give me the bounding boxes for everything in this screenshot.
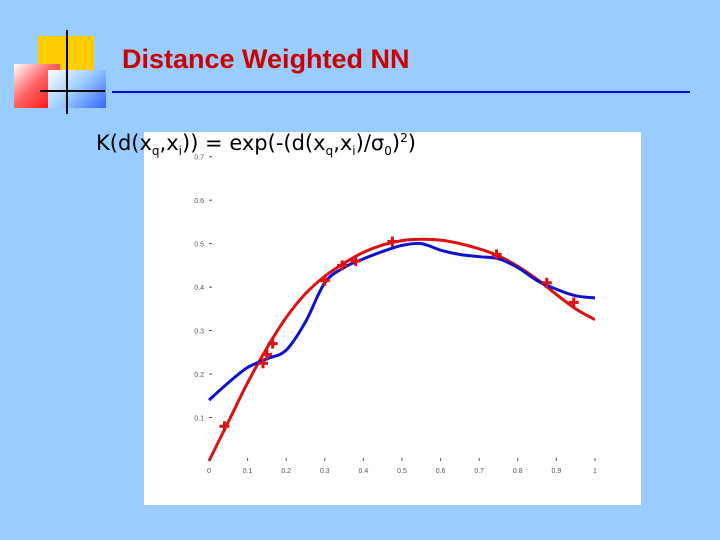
formula-part: ,x xyxy=(333,131,353,155)
decor-vertical-line xyxy=(66,30,68,114)
formula-sub: 0 xyxy=(384,144,392,159)
x-tick-label: 0.4 xyxy=(359,468,369,475)
data-point xyxy=(219,421,230,432)
title-underline xyxy=(112,91,690,93)
decor-horizontal-line xyxy=(40,90,105,92)
formula-part: K(d(x xyxy=(96,131,152,155)
data-point xyxy=(491,249,502,260)
x-tick-label: 0.3 xyxy=(320,468,330,475)
formula-sub: i xyxy=(352,144,356,159)
chart-panel: 0 0.1 0.2 0.3 0.4 0.5 0.6 0.7 0.8 0.9 1 0.1 0.2 0.3 0.… xyxy=(144,132,641,505)
data-point xyxy=(319,275,330,286)
x-tick-label: 0.7 xyxy=(474,468,484,475)
x-tick-label: 0.1 xyxy=(243,468,253,475)
y-tick-label: 0.6 xyxy=(194,198,204,205)
series-line-1 xyxy=(207,241,595,402)
y-tick-label: 0.1 xyxy=(194,416,204,423)
kernel-formula: K(d(xq,xi)) = exp(-(d(xq,xi)/σ0)2) xyxy=(96,131,416,158)
x-tick-label: 0.5 xyxy=(397,468,407,475)
x-tick-label: 0 xyxy=(207,468,211,475)
y-tick-label: 0.4 xyxy=(194,285,204,292)
x-tick-label: 0.9 xyxy=(552,468,562,475)
y-tick-label: 0.5 xyxy=(194,242,204,249)
data-point xyxy=(541,277,552,288)
formula-sub: q xyxy=(151,144,160,159)
formula-part: ) xyxy=(391,131,401,155)
x-tick-label: 0.8 xyxy=(513,468,523,475)
y-tick-label: 0.2 xyxy=(194,372,204,379)
chart-svg: 0 0.1 0.2 0.3 0.4 0.5 0.6 0.7 0.8 0.9 1 0.1 0.2 0.3 0.… xyxy=(194,155,597,475)
y-tick-label: 0.7 xyxy=(194,155,204,162)
formula-sub: i xyxy=(178,144,182,159)
data-point xyxy=(267,338,278,349)
data-point xyxy=(568,297,579,308)
x-tick-label: 1 xyxy=(593,468,597,475)
data-point xyxy=(350,256,361,267)
formula-part: )/σ xyxy=(355,131,385,155)
formula-sup: 2 xyxy=(400,131,408,145)
data-point xyxy=(387,236,398,247)
formula-part: )) = exp(-(d(x xyxy=(182,131,326,155)
data-point xyxy=(337,260,348,271)
data-point xyxy=(261,349,272,360)
x-tick-label: 0.2 xyxy=(281,468,291,475)
formula-part: ,x xyxy=(159,131,179,155)
formula-sub: q xyxy=(325,144,334,159)
decor-blue-square xyxy=(48,70,106,108)
y-tick-label: 0.3 xyxy=(194,329,204,336)
x-tick-label: 0.6 xyxy=(436,468,446,475)
formula-part: ) xyxy=(407,131,416,155)
data-point xyxy=(258,358,269,369)
slide-title: Distance Weighted NN xyxy=(122,44,410,74)
